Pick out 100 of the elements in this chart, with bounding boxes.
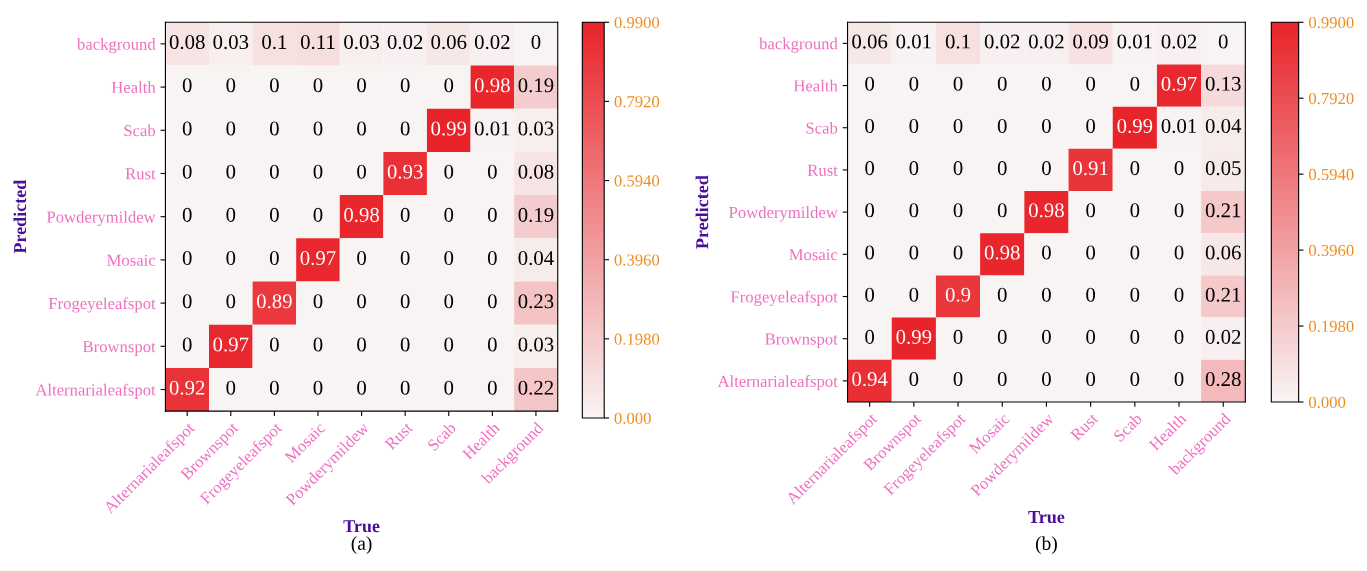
data-label: 0 bbox=[1130, 372, 1140, 387]
x-axis-title: True bbox=[343, 520, 380, 533]
data-label: 0 bbox=[269, 207, 279, 222]
data-label: 0 bbox=[1130, 245, 1140, 260]
data-label: 0.92 bbox=[169, 380, 205, 395]
data-label: 0 bbox=[182, 78, 192, 93]
data-label: 0.13 bbox=[1205, 76, 1241, 91]
data-label: 0.01 bbox=[474, 121, 510, 136]
data-label: 0 bbox=[226, 121, 236, 136]
data-label: 0 bbox=[997, 287, 1007, 302]
data-label: 0.04 bbox=[1205, 118, 1242, 134]
data-label: 0 bbox=[400, 207, 410, 222]
data-label: 0 bbox=[182, 207, 192, 222]
data-label: 0 bbox=[487, 251, 497, 266]
data-label: 0 bbox=[444, 207, 454, 222]
data-label: 0 bbox=[400, 294, 410, 309]
y-tick-label: Powderymildew bbox=[46, 210, 156, 227]
data-label: 0 bbox=[953, 372, 963, 387]
data-label: 0.08 bbox=[169, 35, 205, 50]
data-label: 0 bbox=[865, 76, 875, 91]
data-label: 0 bbox=[1042, 287, 1051, 302]
color-bar-label: 0.1980 bbox=[614, 333, 660, 345]
color-bar-label: 0.000 bbox=[1309, 396, 1346, 408]
data-label: 0.1 bbox=[262, 35, 287, 50]
data-label: 0.94 bbox=[852, 372, 888, 387]
data-label: 0 bbox=[313, 78, 323, 93]
data-label: 0 bbox=[909, 203, 919, 218]
data-label: 0 bbox=[1042, 161, 1051, 176]
x-tick-label: Scab bbox=[1112, 412, 1143, 443]
x-tick-label: Rust bbox=[1069, 412, 1099, 442]
x-tick-label: Scab bbox=[426, 421, 457, 452]
data-label: 0 bbox=[1042, 118, 1051, 133]
data-label: 0 bbox=[269, 251, 279, 266]
data-label: 0 bbox=[1042, 329, 1051, 344]
data-label: 0 bbox=[182, 251, 192, 266]
data-label: 0 bbox=[269, 78, 279, 93]
data-label: 0 bbox=[1174, 372, 1184, 387]
data-label: 0 bbox=[865, 118, 875, 133]
data-label: 0.99 bbox=[431, 121, 467, 136]
data-label: 0.03 bbox=[344, 35, 379, 50]
data-label: 0.21 bbox=[1205, 203, 1241, 218]
data-label: 0 bbox=[531, 35, 541, 50]
data-label: 0 bbox=[865, 203, 875, 218]
data-label: 0 bbox=[226, 164, 236, 179]
data-label: 0 bbox=[1130, 203, 1140, 218]
data-label: 0 bbox=[1042, 76, 1051, 91]
data-label: 0 bbox=[1086, 76, 1096, 91]
color-bar-label: 0.1980 bbox=[1309, 320, 1354, 333]
data-label: 0.19 bbox=[518, 78, 554, 93]
data-label: 0.98 bbox=[474, 78, 510, 93]
data-label: 0 bbox=[1174, 161, 1184, 176]
data-label: 0.02 bbox=[387, 35, 423, 50]
data-label: 0.01 bbox=[896, 34, 931, 49]
data-label: 0 bbox=[953, 329, 963, 344]
y-tick-label: Rust bbox=[807, 164, 838, 176]
data-label: 0 bbox=[182, 164, 192, 179]
data-label: 0.97 bbox=[300, 251, 336, 266]
data-label: 0 bbox=[226, 78, 236, 93]
data-label: 0.09 bbox=[1073, 34, 1109, 49]
y-tick-label: Scab bbox=[806, 121, 838, 134]
data-label: 0 bbox=[997, 76, 1007, 91]
data-label: 0 bbox=[1130, 161, 1140, 176]
data-label: 0 bbox=[865, 245, 875, 260]
color-bar-label: 0.7920 bbox=[614, 96, 660, 108]
data-label: 0.02 bbox=[1029, 34, 1064, 49]
data-label: 0 bbox=[182, 121, 192, 136]
data-label: 0 bbox=[269, 380, 279, 395]
data-label: 0.02 bbox=[1205, 329, 1241, 344]
data-label: 0.03 bbox=[518, 121, 554, 136]
y-tick-label: Health bbox=[111, 81, 156, 94]
data-label: 0 bbox=[313, 121, 323, 136]
data-label: 0 bbox=[997, 161, 1007, 176]
data-label: 0.89 bbox=[256, 294, 292, 309]
data-label: 0 bbox=[1086, 245, 1096, 260]
data-label: 0 bbox=[487, 337, 497, 352]
data-label: 0.91 bbox=[1073, 161, 1108, 176]
color-bar-label: 0.3960 bbox=[614, 254, 660, 266]
data-label: 0 bbox=[953, 203, 963, 218]
x-axis-title: True bbox=[1028, 511, 1065, 524]
data-label: 0 bbox=[269, 337, 279, 352]
data-label: 0 bbox=[487, 164, 497, 179]
data-label: 0 bbox=[953, 76, 963, 91]
data-label: 0.01 bbox=[1117, 34, 1152, 49]
y-tick-label: Frogeyeleafspot bbox=[730, 290, 838, 306]
data-label: 0 bbox=[400, 121, 410, 136]
data-label: 0.06 bbox=[852, 34, 888, 49]
data-label: 0 bbox=[444, 294, 454, 309]
data-label: 0 bbox=[357, 380, 366, 395]
data-label: 0 bbox=[400, 380, 410, 395]
data-label: 0 bbox=[313, 337, 323, 352]
data-label: 0 bbox=[182, 294, 192, 309]
y-tick-label: Brownspot bbox=[765, 333, 838, 349]
data-label: 0.99 bbox=[1117, 118, 1153, 134]
text: (a) bbox=[351, 536, 372, 554]
data-label: 0.04 bbox=[518, 251, 554, 266]
y-tick-label: Alternarialeafspot bbox=[35, 383, 156, 399]
y-tick-label: Mosaic bbox=[789, 249, 838, 261]
data-label: 0.03 bbox=[213, 35, 249, 50]
data-label: 0 bbox=[1174, 245, 1184, 260]
data-label: 0 bbox=[357, 251, 366, 266]
